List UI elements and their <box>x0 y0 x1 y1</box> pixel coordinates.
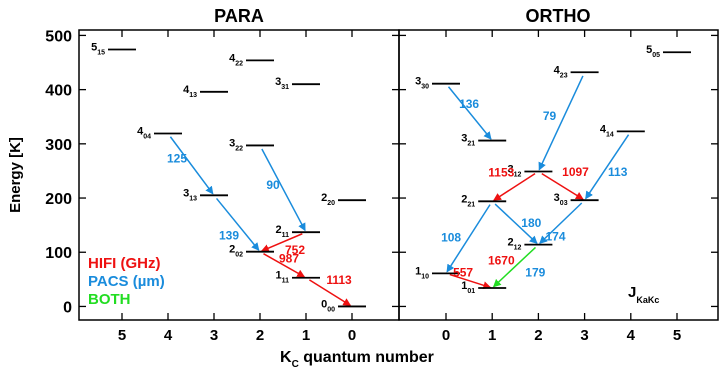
transition-label: 79 <box>543 109 557 123</box>
energy-level-label: 101 <box>461 280 475 295</box>
para-x-tick-label: 0 <box>348 327 356 344</box>
energy-level-label: 313 <box>183 187 197 202</box>
transition-arrow <box>260 233 303 252</box>
x-axis-label-rest: quantum number <box>299 349 434 366</box>
energy-level-label: 220 <box>321 192 335 207</box>
ortho-panel-frame <box>398 29 719 321</box>
transition-label: 108 <box>441 230 461 244</box>
transition-arrow <box>449 273 492 290</box>
energy-level-label: 414 <box>600 123 614 138</box>
transition-label: 179 <box>525 265 545 279</box>
legend-hifi: HIFI (GHz) <box>88 255 161 272</box>
transition-label: 1670 <box>488 253 515 267</box>
transition-arrow <box>447 86 492 140</box>
transition-arrow <box>263 253 306 278</box>
transition-label: 987 <box>279 252 299 266</box>
transition-arrow <box>585 134 630 200</box>
energy-level-label: 404 <box>137 126 151 141</box>
energy-level-label: 303 <box>554 192 568 207</box>
y-tick-label: 100 <box>45 245 72 262</box>
y-tick-label: 400 <box>45 83 72 100</box>
y-tick-label: 0 <box>63 299 72 316</box>
j-kakc-label: JKaKc <box>628 284 659 305</box>
para-x-tick-label: 4 <box>164 327 173 344</box>
y-tick-label: 500 <box>45 28 72 45</box>
transition-arrow <box>541 172 584 200</box>
transition-arrow <box>492 246 536 288</box>
legend-both: BOTH <box>88 291 131 308</box>
transition-label: 1113 <box>326 273 352 287</box>
energy-level-label: 221 <box>461 193 475 208</box>
energy-level-label: 322 <box>229 137 243 152</box>
transition-label: 174 <box>545 229 565 243</box>
transition-label: 139 <box>219 229 239 243</box>
transition-arrow <box>215 197 260 251</box>
y-tick-label: 200 <box>45 191 72 208</box>
transition-label: 90 <box>266 178 280 192</box>
para-x-tick-label: 3 <box>210 327 218 344</box>
transition-label: 180 <box>521 216 541 230</box>
energy-level-label: 111 <box>275 270 289 285</box>
transition-label: 113 <box>608 165 628 179</box>
legend-pacs: PACS (µm) <box>88 273 165 290</box>
energy-level-label: 110 <box>415 265 429 280</box>
energy-level-label: 505 <box>646 44 660 59</box>
transition-arrow <box>169 136 214 195</box>
ortho-x-tick-label: 1 <box>488 327 496 344</box>
x-axis-label-k: K <box>280 349 292 366</box>
energy-level-label: 000 <box>321 298 335 313</box>
ortho-x-tick-label: 5 <box>673 327 681 344</box>
energy-level-label: 202 <box>229 244 243 259</box>
ortho-x-tick-label: 0 <box>442 327 450 344</box>
transition-arrow <box>493 173 536 201</box>
energy-level-label: 515 <box>91 42 105 57</box>
energy-level-label: 330 <box>415 76 429 91</box>
ortho-title: ORTHO <box>526 6 591 26</box>
ortho-x-tick-label: 3 <box>580 327 588 344</box>
j-kakc-label-sub: KaKc <box>636 295 659 305</box>
j-kakc-label-j: J <box>628 284 636 301</box>
y-axis-label: Energy [K] <box>7 137 24 213</box>
transition-label: 752 <box>285 243 305 257</box>
energy-level-label: 211 <box>275 224 289 239</box>
energy-level-label: 321 <box>461 133 475 148</box>
energy-level-label: 212 <box>507 237 521 252</box>
transition-label: 136 <box>459 97 479 111</box>
transition-label: 125 <box>167 151 187 165</box>
energy-level-label: 423 <box>554 64 568 79</box>
ortho-x-tick-label: 4 <box>627 327 636 344</box>
transition-arrow <box>261 148 306 232</box>
transition-arrow <box>308 279 352 307</box>
para-x-tick-label: 2 <box>256 327 264 344</box>
para-x-tick-label: 1 <box>302 327 310 344</box>
x-axis-label-sub: C <box>292 359 299 370</box>
transition-arrow <box>538 75 584 171</box>
ortho-x-tick-label: 2 <box>534 327 542 344</box>
para-title: PARA <box>214 6 264 26</box>
transition-label: 1153 <box>488 165 514 179</box>
y-tick-label: 300 <box>45 137 72 154</box>
transition-arrow <box>494 203 538 244</box>
para-x-tick-label: 5 <box>118 327 126 344</box>
x-axis-label: KC quantum number <box>280 349 434 370</box>
transition-arrow <box>539 202 583 244</box>
energy-level-label: 312 <box>507 163 521 178</box>
transition-arrow <box>446 204 491 273</box>
energy-level-label: 422 <box>229 52 243 67</box>
transition-label: 557 <box>453 266 473 280</box>
energy-level-label: 413 <box>183 84 197 99</box>
transition-label: 1097 <box>562 165 589 179</box>
energy-level-label: 331 <box>275 76 289 91</box>
